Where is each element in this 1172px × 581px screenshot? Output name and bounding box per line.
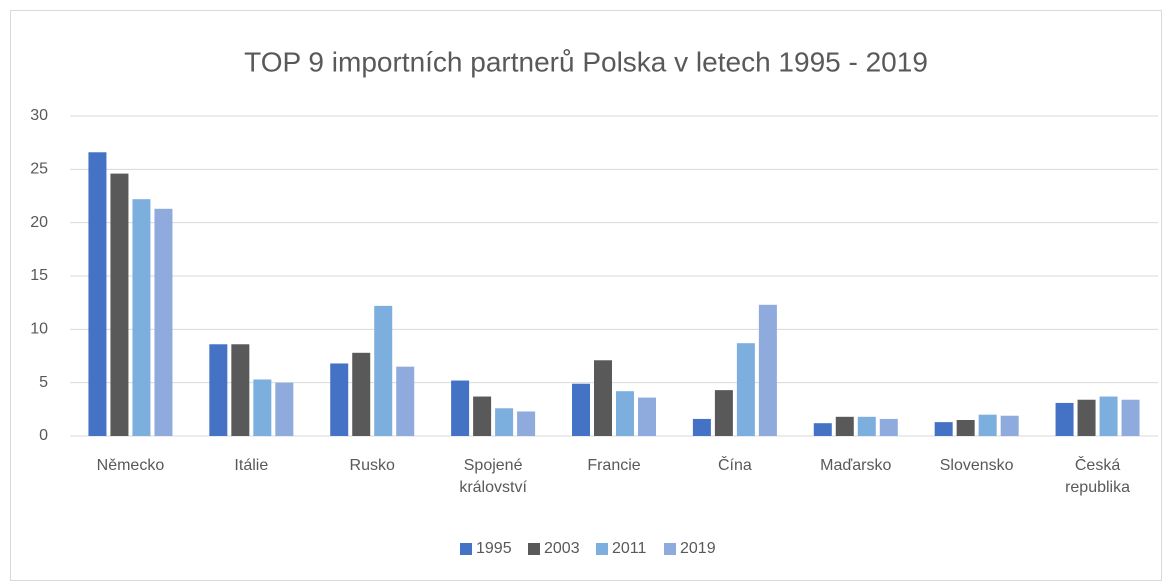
legend-swatch [528, 543, 540, 555]
bar [616, 391, 634, 436]
legend-swatch [460, 543, 472, 555]
bar [978, 414, 997, 436]
legend-swatch [596, 543, 608, 555]
bar [572, 383, 590, 436]
y-tick-label: 15 [30, 267, 48, 284]
bar [396, 366, 415, 436]
x-tick-label: Francie [587, 457, 641, 474]
bar [857, 416, 876, 436]
y-tick-label: 5 [39, 374, 48, 391]
legend-label: 2011 [612, 540, 647, 557]
bar [374, 305, 393, 436]
bar [813, 423, 832, 436]
chart-border [10, 10, 1162, 581]
y-tick-label: 25 [30, 161, 48, 178]
legend-label: 1995 [476, 540, 512, 557]
x-tick-label: Slovensko [939, 457, 1014, 474]
bar [495, 408, 514, 436]
y-tick-label: 0 [39, 427, 48, 444]
y-tick-label: 10 [30, 321, 48, 338]
bar [473, 396, 492, 436]
bar [736, 343, 755, 436]
bar [154, 208, 173, 436]
bar [517, 411, 536, 436]
bar [1121, 399, 1140, 436]
bar [692, 418, 711, 436]
bar [1099, 396, 1118, 436]
x-tick-label: Spojené království [459, 457, 527, 496]
bar [110, 173, 129, 436]
x-tick-label: Maďarsko [820, 457, 892, 474]
legend-label: 2019 [680, 540, 716, 557]
x-tick-label: Čína [717, 457, 752, 474]
bar [1000, 415, 1019, 436]
x-tick-label: Rusko [349, 457, 395, 474]
y-tick-label: 20 [30, 214, 48, 231]
bar [275, 382, 294, 436]
bar [231, 344, 250, 436]
bar [758, 304, 777, 436]
bar [253, 379, 272, 436]
bar [638, 397, 656, 436]
bar [714, 390, 733, 436]
bar [88, 152, 107, 436]
bar [835, 416, 854, 436]
x-tick-label: Česká republika [1065, 457, 1131, 496]
bar [956, 420, 975, 436]
legend-label: 2003 [544, 540, 580, 557]
y-tick-label: 30 [30, 107, 48, 124]
bar [1055, 402, 1074, 436]
x-tick-label: Itálie [234, 457, 269, 474]
bar [879, 418, 898, 436]
x-tick-label: Německo [96, 457, 165, 474]
bar [1077, 399, 1096, 436]
chart-title: TOP 9 importních partnerů Polska v letec… [244, 46, 928, 77]
bar [132, 199, 151, 436]
bar [330, 363, 349, 436]
bar [934, 422, 953, 436]
bar [451, 380, 470, 436]
legend-swatch [664, 543, 676, 555]
bar [594, 360, 612, 436]
bar [209, 344, 228, 436]
bar [352, 352, 371, 436]
